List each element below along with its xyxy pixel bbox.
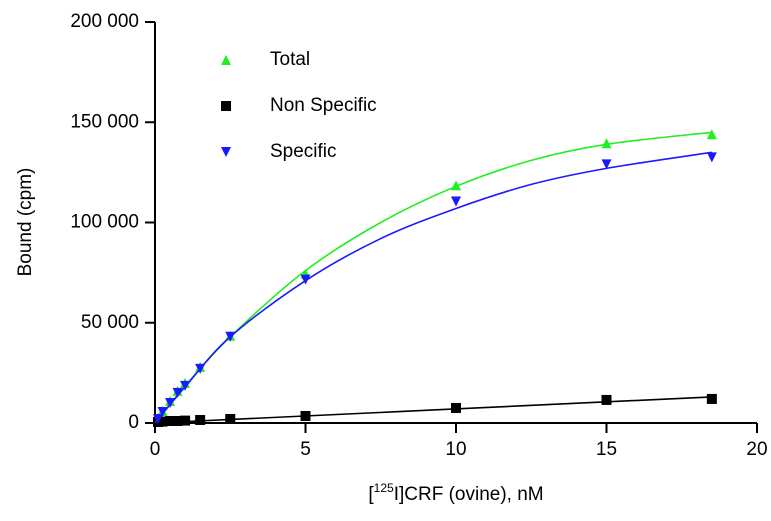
y-tick-label: 0 bbox=[128, 412, 139, 433]
x-label-part: I]CRF (ovine), nM bbox=[394, 484, 544, 505]
legend-marker bbox=[221, 101, 231, 111]
legend-marker bbox=[221, 147, 231, 157]
legend-label: Total bbox=[270, 49, 310, 70]
x-label-part: [ bbox=[368, 484, 374, 505]
point bbox=[165, 415, 176, 426]
y-tick-label: 50 000 bbox=[81, 312, 139, 333]
point bbox=[165, 397, 176, 408]
point bbox=[225, 413, 236, 424]
point bbox=[157, 406, 168, 417]
point bbox=[706, 129, 717, 140]
point bbox=[153, 413, 164, 424]
point bbox=[601, 394, 612, 405]
fit-curve bbox=[154, 396, 712, 424]
x-tick-label: 10 bbox=[445, 439, 466, 460]
x-tick-label: 0 bbox=[150, 439, 161, 460]
x-label-superscript: 125 bbox=[374, 481, 394, 495]
x-tick-label: 15 bbox=[596, 439, 617, 460]
point bbox=[601, 159, 612, 170]
point bbox=[706, 152, 717, 163]
point bbox=[451, 196, 461, 207]
y-axis-label: Bound (cpm) bbox=[15, 168, 36, 277]
legend-label: Non Specific bbox=[270, 95, 377, 116]
point bbox=[195, 363, 206, 374]
x-axis-label: [125I]CRF (ovine), nM bbox=[368, 481, 543, 505]
point bbox=[157, 416, 168, 427]
y-tick-label: 150 000 bbox=[70, 111, 139, 132]
y-tick-label: 100 000 bbox=[70, 212, 139, 233]
point bbox=[451, 402, 461, 413]
fit-curve bbox=[154, 151, 712, 424]
point bbox=[300, 410, 311, 421]
legend-label: Specific bbox=[270, 141, 337, 162]
point bbox=[172, 415, 183, 426]
point bbox=[451, 180, 461, 191]
point bbox=[172, 387, 183, 398]
y-tick-label: 200 000 bbox=[70, 11, 139, 32]
point bbox=[300, 274, 311, 285]
x-tick-label: 5 bbox=[300, 439, 311, 460]
point bbox=[601, 138, 612, 149]
point bbox=[225, 331, 236, 342]
x-tick-label: 20 bbox=[746, 439, 767, 460]
fit-curve bbox=[154, 131, 712, 424]
point bbox=[180, 380, 191, 391]
legend-marker bbox=[221, 55, 231, 65]
point bbox=[706, 393, 717, 404]
point bbox=[195, 414, 206, 425]
point bbox=[180, 415, 191, 426]
